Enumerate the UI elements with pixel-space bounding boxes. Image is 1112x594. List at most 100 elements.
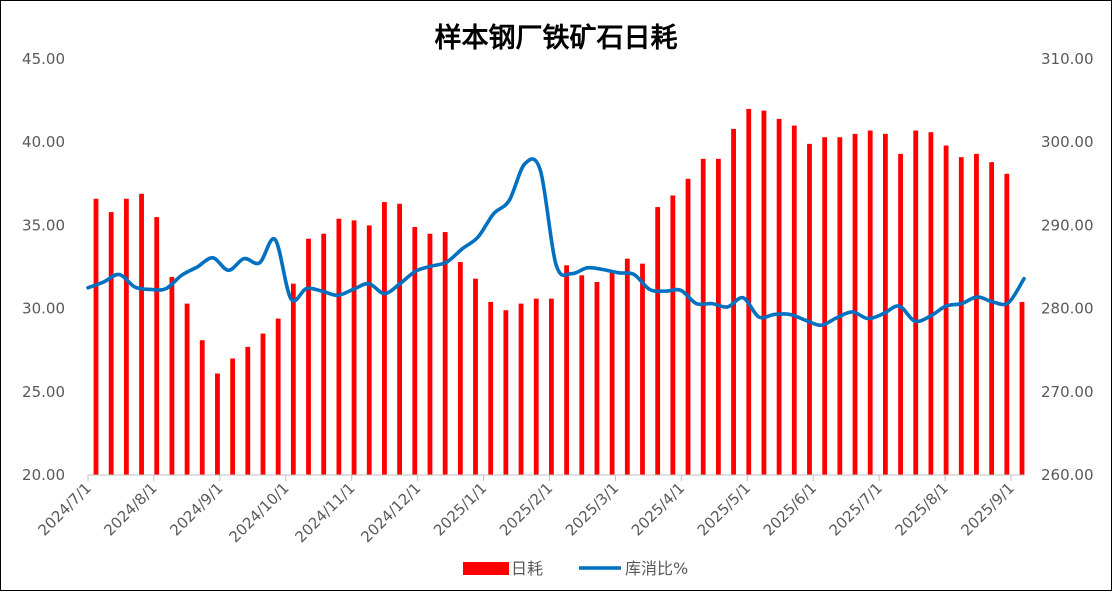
x-tick-label: 2024/7/1 xyxy=(34,479,94,539)
bar xyxy=(776,118,782,476)
y-right-tick-label: 280.00 xyxy=(1041,300,1094,318)
y-left-tick-label: 30.00 xyxy=(22,300,65,318)
bar xyxy=(245,346,251,475)
y-left-tick-label: 35.00 xyxy=(22,216,65,234)
y-left-tick-label: 45.00 xyxy=(22,50,65,68)
bar xyxy=(685,178,691,475)
bar xyxy=(321,233,327,475)
x-tick-label: 2025/7/1 xyxy=(826,479,886,539)
bar xyxy=(655,207,661,475)
bar xyxy=(1004,173,1010,475)
bar xyxy=(123,198,129,475)
bar xyxy=(473,278,478,475)
bar xyxy=(867,130,873,476)
bar xyxy=(564,265,569,475)
x-tick-label: 2025/8/1 xyxy=(892,479,952,539)
bar xyxy=(260,333,266,475)
bar xyxy=(898,153,903,475)
bar xyxy=(93,198,99,475)
legend-swatch-日耗 xyxy=(463,562,509,575)
bar xyxy=(791,125,797,475)
bar xyxy=(336,218,342,476)
bar xyxy=(624,258,630,475)
bar xyxy=(412,227,418,475)
bar xyxy=(928,132,934,475)
bar xyxy=(715,158,721,475)
bar xyxy=(852,133,858,475)
bar xyxy=(518,303,524,475)
x-tick-label: 2025/2/1 xyxy=(496,479,556,539)
bar xyxy=(761,110,767,475)
x-tick-label: 2024/11/1 xyxy=(291,479,358,546)
bar xyxy=(503,310,509,475)
bar xyxy=(913,130,919,476)
x-axis: 2024/7/1 2024/8/1 2024/9/12024/10/12024/11… xyxy=(34,475,1018,546)
bar xyxy=(397,203,403,475)
x-tick-label: 2024/8/1 xyxy=(100,479,160,539)
bar xyxy=(230,358,236,475)
bar xyxy=(306,238,311,475)
bar xyxy=(382,202,387,475)
bar xyxy=(366,225,372,475)
bar xyxy=(822,137,828,475)
bar xyxy=(746,108,752,476)
chart-title: 样本钢厂铁矿石日耗 xyxy=(435,22,678,54)
bar xyxy=(533,298,539,475)
bar xyxy=(958,157,964,475)
bar xyxy=(275,318,281,475)
bar xyxy=(139,193,144,475)
y-axis-right: 260.00 270.00 280.00 290.00 300.00 310.00 xyxy=(1041,50,1094,484)
bar xyxy=(488,301,494,475)
bar xyxy=(640,263,645,475)
x-tick-label: 2024/10/1 xyxy=(225,479,292,546)
x-tick-label: 2025/5/1 xyxy=(694,479,754,539)
bar xyxy=(457,262,463,475)
legend: 日耗 库消比% xyxy=(463,559,688,578)
bar xyxy=(215,373,220,475)
bar xyxy=(700,158,706,475)
bar xyxy=(594,281,600,475)
bar xyxy=(670,195,676,475)
x-tick-label: 2024/12/1 xyxy=(357,479,424,546)
y-left-tick-label: 20.00 xyxy=(22,466,65,484)
bar xyxy=(351,220,357,475)
bar xyxy=(169,276,175,475)
x-tick-label: 2025/6/1 xyxy=(760,479,820,539)
bar xyxy=(882,133,888,475)
legend-label-日耗: 日耗 xyxy=(511,559,543,578)
bar xyxy=(943,145,949,475)
x-tick-label: 2025/1/1 xyxy=(430,479,490,539)
y-right-tick-label: 270.00 xyxy=(1041,383,1094,401)
bar xyxy=(579,275,585,475)
bar xyxy=(974,153,979,475)
y-right-tick-label: 260.00 xyxy=(1041,466,1094,484)
bar xyxy=(154,217,160,475)
y-left-tick-label: 25.00 xyxy=(22,383,65,401)
line-series-库消比 xyxy=(86,157,1026,328)
y-right-tick-label: 310.00 xyxy=(1041,50,1094,68)
bar xyxy=(989,162,995,476)
x-tick-label: 2024/9/1 xyxy=(166,479,226,539)
bar xyxy=(290,283,296,475)
bar xyxy=(199,340,205,475)
y-axis-left: 20.00 25.00 30.00 35.00 40.00 45.00 xyxy=(22,50,65,484)
y-right-tick-label: 300.00 xyxy=(1041,133,1094,151)
bar xyxy=(609,271,615,475)
bar xyxy=(1019,301,1025,475)
x-tick-label: 2025/3/1 xyxy=(562,479,622,539)
bar xyxy=(108,212,114,475)
x-tick-label: 2025/9/1 xyxy=(957,479,1017,539)
bar xyxy=(427,233,433,475)
y-left-tick-label: 40.00 xyxy=(22,133,65,151)
x-tick-label: 2025/4/1 xyxy=(628,479,688,539)
bar-series xyxy=(93,108,1025,476)
bar xyxy=(807,143,812,476)
bar xyxy=(184,303,190,475)
bar xyxy=(837,137,843,475)
bar xyxy=(442,232,448,475)
y-right-tick-label: 290.00 xyxy=(1041,216,1094,234)
bar xyxy=(549,298,554,475)
legend-label-库消比: 库消比% xyxy=(625,559,688,578)
